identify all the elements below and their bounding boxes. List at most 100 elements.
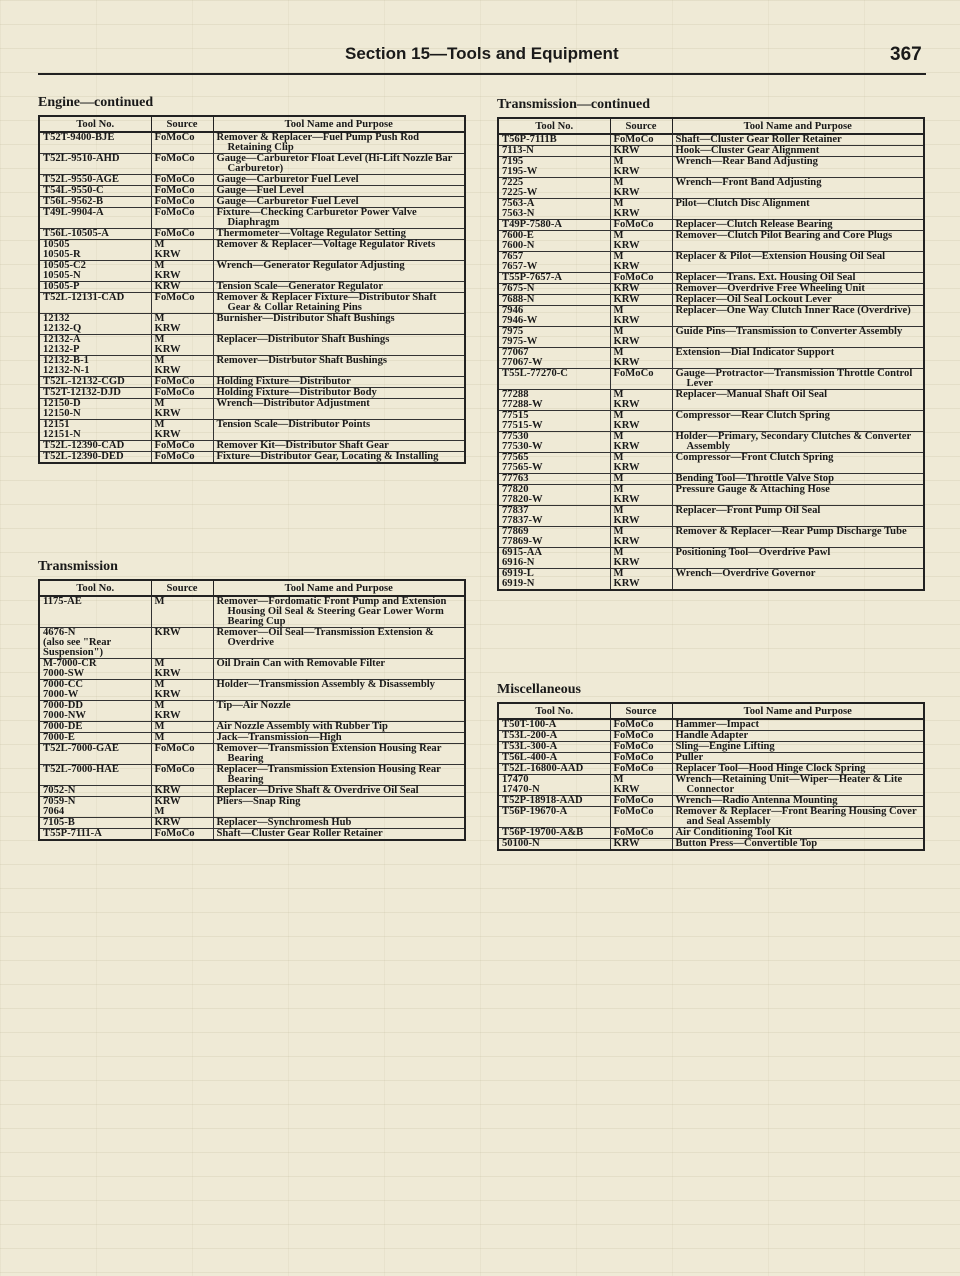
tool-number: 6919-L 6919-N [497,568,611,591]
column-header-source: Source [609,117,673,135]
tool-purpose: Remover—Overdrive Free Wheeling Unit [671,283,925,295]
table-row: 12132-B-1 12132-N-1 M KRW Remover—Distrb… [38,355,466,377]
page-number: 367 [890,44,922,65]
table-row: T54L-9550-C FoMoCo Gauge—Fuel Level [38,185,466,197]
tool-number: T55P-7657-A [497,272,611,284]
tool-purpose: Guide Pins—Transmission to Converter Ass… [671,326,925,348]
table-row: 77565 77565-W M KRW Compressor—Front Clu… [497,452,925,474]
tool-purpose: Replacer—Distributor Shaft Bushings [212,334,466,356]
table-row: 7052-N KRW Replacer—Drive Shaft & Overdr… [38,785,466,797]
tool-source: M KRW [609,505,673,527]
table-row: T52L-12390-DED FoMoCo Fixture—Distributo… [38,451,466,464]
tool-number: T56L-400-A [497,752,611,764]
tool-number: 12150-D 12150-N [38,398,152,420]
tool-number: T54L-9550-C [38,185,152,197]
tool-number: 4676-N (also see "Rear Suspension") [38,627,152,659]
column-header-source: Source [150,579,214,597]
tool-purpose: Holder—Primary, Secondary Clutches & Con… [671,431,925,453]
table-row: T52L-12390-CAD FoMoCo Remover Kit—Distri… [38,440,466,452]
table-row: T53L-200-A FoMoCo Handle Adapter [497,730,925,742]
section-title: Transmission [38,559,118,574]
table-row: T52L-12132-CGD FoMoCo Holding Fixture—Di… [38,376,466,388]
tool-purpose: Puller [671,752,925,764]
tool-source: FoMoCo [609,752,673,764]
tool-number: 7059-N 7064 [38,796,152,818]
tool-source: FoMoCo [150,764,214,786]
tool-source: FoMoCo [150,207,214,229]
tool-purpose: Air Conditioning Tool Kit [671,827,925,839]
tool-source: M KRW [609,484,673,506]
tool-source: FoMoCo [609,763,673,775]
tool-purpose: Burnisher—Distributor Shaft Bushings [212,313,466,335]
table-row: 6919-L 6919-N M KRW Wrench—Overdrive Gov… [497,568,925,591]
table-row: T56L-10505-A FoMoCo Thermometer—Voltage … [38,228,466,240]
tool-number: 7000-E [38,732,152,744]
table-row: 7195 7195-W M KRW Wrench—Rear Band Adjus… [497,156,925,178]
table-row: 77288 77288-W M KRW Replacer—Manual Shaf… [497,389,925,411]
tool-number: 12132 12132-Q [38,313,152,335]
table-row: 17470 17470-N M KRW Wrench—Retaining Uni… [497,774,925,796]
table-row: T52L-9550-AGE FoMoCo Gauge—Carburetor Fu… [38,174,466,186]
table-row: T52P-18918-AAD FoMoCo Wrench—Radio Anten… [497,795,925,807]
tool-number: T53L-200-A [497,730,611,742]
tool-source: M [150,732,214,744]
tool-number: T56P-19700-A&B [497,827,611,839]
tool-number: T50T-100-A [497,718,611,731]
tool-number: 7000-CC 7000-W [38,679,152,701]
column-header-tool-no: Tool No. [38,115,152,133]
tool-number: 77869 77869-W [497,526,611,548]
tool-number: T52L-9550-AGE [38,174,152,186]
tool-purpose: Replacer—Trans. Ext. Housing Oil Seal [671,272,925,284]
tool-purpose: Holder—Transmission Assembly & Disassemb… [212,679,466,701]
tool-purpose: Remover—Clutch Pilot Bearing and Core Pl… [671,230,925,252]
table-row: 6915-AA 6916-N M KRW Positioning Tool—Ov… [497,547,925,569]
tool-number: 10505 10505-R [38,239,152,261]
tool-purpose: Replacer & Pilot—Extension Housing Oil S… [671,251,925,273]
tool-source: FoMoCo [150,131,214,154]
tool-source: M KRW [150,260,214,282]
table-row: 77067 77067-W M KRW Extension—Dial Indic… [497,347,925,369]
table-row: 7225 7225-W M KRW Wrench—Front Band Adju… [497,177,925,199]
table-row: T56L-400-A FoMoCo Puller [497,752,925,764]
tool-number: T52T-9400-BJE [38,131,152,154]
tool-source: M [150,721,214,733]
tool-number: 77288 77288-W [497,389,611,411]
table-row: 10505 10505-R M KRW Remover & Replacer—V… [38,239,466,261]
table-row: 12132 12132-Q M KRW Burnisher—Distributo… [38,313,466,335]
tool-source: FoMoCo [150,228,214,240]
tool-source: M KRW [609,347,673,369]
tool-number: 7563-A 7563-N [497,198,611,220]
tool-number: 12132-B-1 12132-N-1 [38,355,152,377]
tool-purpose: Wrench—Front Band Adjusting [671,177,925,199]
column-header-tool-no: Tool No. [497,117,611,135]
table-row: T55L-77270-C FoMoCo Gauge—Protractor—Tra… [497,368,925,390]
tool-source: KRW [609,283,673,295]
tool-source: M KRW [609,389,673,411]
tool-number: 7675-N [497,283,611,295]
column-header-purpose: Tool Name and Purpose [212,579,466,597]
table-row: 12132-A 12132-P M KRW Replacer—Distribut… [38,334,466,356]
tool-number: 7000-DD 7000-NW [38,700,152,722]
tool-purpose: Wrench—Overdrive Governor [671,568,925,591]
tool-source: FoMoCo [150,185,214,197]
tool-source: M KRW [609,774,673,796]
table-row: 7059-N 7064 KRW M Pliers—Snap Ring [38,796,466,818]
column-header-purpose: Tool Name and Purpose [212,115,466,133]
tool-source: FoMoCo [609,718,673,731]
tool-source: FoMoCo [609,272,673,284]
tool-number: 12132-A 12132-P [38,334,152,356]
tool-number: 77515 77515-W [497,410,611,432]
tool-source: KRW [609,838,673,851]
table-row: T56L-9562-B FoMoCo Gauge—Carburetor Fuel… [38,196,466,208]
section-title: Engine—continued [38,95,154,110]
tool-number: T52T-12132-DJD [38,387,152,399]
tool-purpose: Extension—Dial Indicator Support [671,347,925,369]
table-row: T52T-9400-BJE FoMoCo Remover & Replacer—… [38,131,466,154]
tool-source: M KRW [609,526,673,548]
table-row: 7105-B KRW Replacer—Synchromesh Hub [38,817,466,829]
table-row: T52T-12132-DJD FoMoCo Holding Fixture—Di… [38,387,466,399]
table-row: T56P-19700-A&B FoMoCo Air Conditioning T… [497,827,925,839]
tool-number: M-7000-CR 7000-SW [38,658,152,680]
tool-purpose: Wrench—Distributor Adjustment [212,398,466,420]
tool-number: T52L-7000-GAE [38,743,152,765]
